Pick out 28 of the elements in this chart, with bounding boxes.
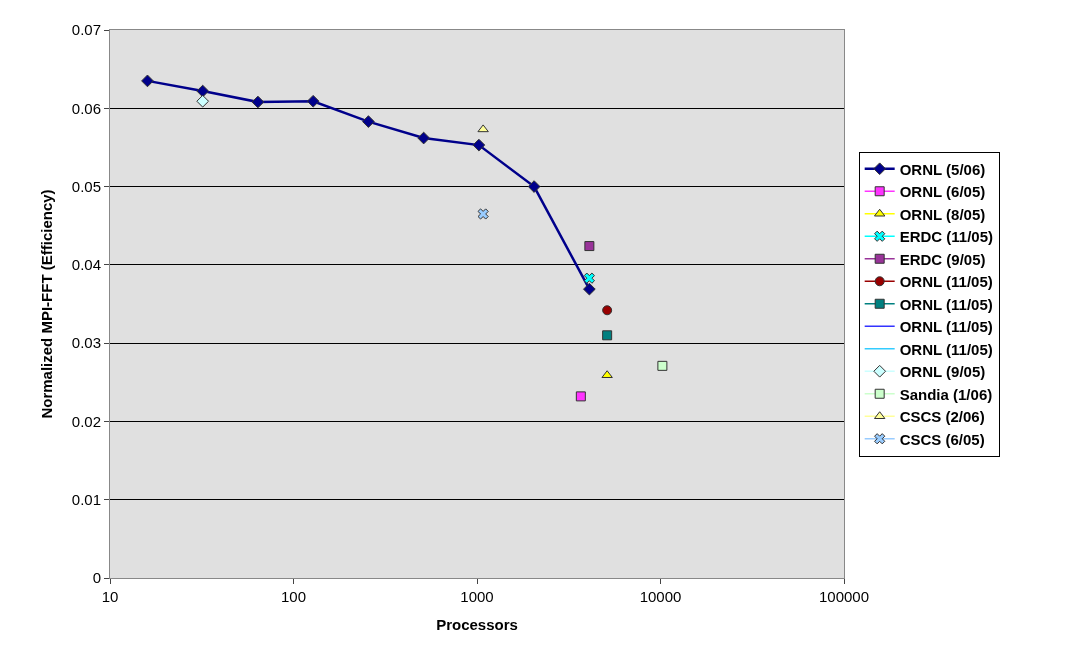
x-tick-label: 10 <box>101 588 119 605</box>
legend-label: Sandia (1/06) <box>899 385 993 403</box>
legend-label: ORNL (11/05) <box>899 340 993 358</box>
y-tick-label: 0.04 <box>71 256 101 274</box>
legend-label: ORNL (11/05) <box>899 318 993 336</box>
x-axis-title: Processors <box>436 616 518 633</box>
x-tick-label: 100000 <box>818 588 870 605</box>
legend-label: ERDC (9/05) <box>899 250 986 268</box>
x-tick-label: 10000 <box>639 588 682 605</box>
y-tick-label: 0.07 <box>71 21 101 39</box>
y-tick-label: 0.05 <box>71 177 101 195</box>
legend-label: ORNL (8/05) <box>899 205 986 223</box>
legend-label: ORNL (9/05) <box>899 363 986 381</box>
y-tick-label: 0 <box>92 569 101 587</box>
x-tick-label: 100 <box>280 588 307 605</box>
legend-label: ORNL (6/05) <box>899 183 986 201</box>
x-tick-label: 1000 <box>460 588 494 605</box>
y-tick-label: 0.01 <box>71 490 101 508</box>
legend-label: ORNL (11/05) <box>899 295 993 313</box>
y-axis-title: Normalized MPI-FFT (Efficiency) <box>38 189 56 419</box>
y-tick-label: 0.03 <box>71 334 101 352</box>
y-tick-label: 0.06 <box>71 99 101 117</box>
legend-label: ORNL (5/06) <box>899 160 986 178</box>
legend-label: ERDC (11/05) <box>899 228 994 246</box>
legend-label: CSCS (2/06) <box>899 408 985 426</box>
legend-label: ORNL (11/05) <box>899 273 993 291</box>
legend-label: CSCS (6/05) <box>899 430 985 448</box>
y-tick-label: 0.02 <box>71 412 101 430</box>
